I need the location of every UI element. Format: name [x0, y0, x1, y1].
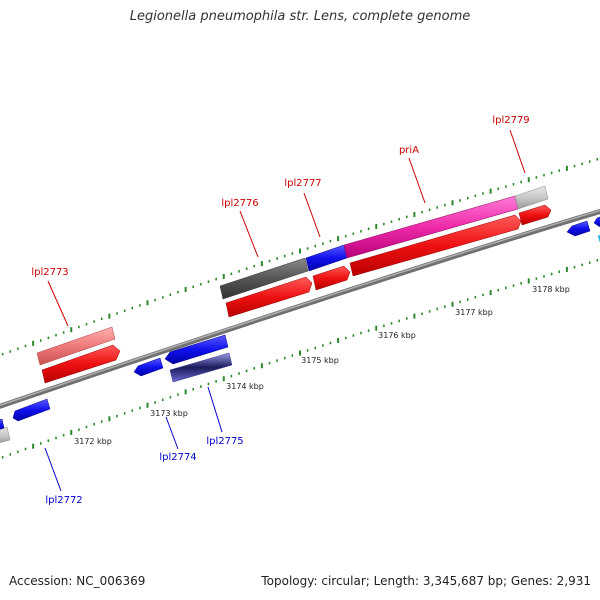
gene-label-lpl2775[interactable]: lpl2775: [206, 436, 243, 447]
gene-lpl2773-feature[interactable]: [36, 326, 116, 366]
gene-lpl2775-feature[interactable]: [169, 352, 233, 383]
gene-lpl2779-cds[interactable]: [518, 204, 552, 226]
gene-lpl2775-cds[interactable]: [164, 334, 229, 365]
gene-label-lpl2776[interactable]: lpl2776: [221, 198, 258, 209]
gene-lpl2773-cds[interactable]: [41, 344, 121, 384]
gene-callout-lines: [44, 129, 526, 492]
gene-lpl2772-cds[interactable]: [12, 398, 51, 422]
gene-lpl2774-cds[interactable]: [133, 357, 164, 377]
gene-lpl2771-partial[interactable]: [0, 426, 11, 444]
gene-label-priA[interactable]: priA: [399, 145, 419, 156]
genome-backbone: [0, 208, 600, 409]
gene-label-lpl2772[interactable]: lpl2772: [45, 495, 82, 506]
scale-label-3177: 3177 kbp: [455, 308, 493, 317]
gc-tick-rows: [1, 158, 599, 459]
map-title: Legionella pneumophila str. Lens, comple…: [129, 9, 471, 24]
gene-lpl2777-cds[interactable]: [312, 265, 351, 291]
accession-text: Accession: NC_006369: [9, 574, 146, 588]
gene-label-lpl2773[interactable]: lpl2773: [31, 267, 68, 278]
gene-lpl2781-cds[interactable]: [593, 215, 600, 228]
gene-label-lpl2777[interactable]: lpl2777: [284, 178, 321, 189]
gene-lpl2771-partial-cds[interactable]: [0, 418, 5, 431]
gene-lpl2776-cds[interactable]: [225, 276, 313, 318]
gene-priA-cds[interactable]: [349, 214, 522, 277]
genome-backbone-highlight: [0, 209, 600, 407]
gene-lpl2779-feature[interactable]: [514, 185, 549, 210]
scale-label-3175: 3175 kbp: [301, 356, 339, 365]
scale-label-3178: 3178 kbp: [532, 285, 570, 294]
scale-labels: 3172 kbp 3173 kbp 3174 kbp 3175 kbp 3176…: [74, 285, 570, 446]
gene-label-lpl2774[interactable]: lpl2774: [159, 452, 196, 463]
forward-strand-features: [36, 185, 552, 384]
scale-label-3176: 3176 kbp: [378, 331, 416, 340]
gene-lpl2776-feature[interactable]: [219, 257, 309, 300]
scale-label-3174: 3174 kbp: [226, 382, 264, 391]
gene-lpl2780-cds[interactable]: [566, 220, 591, 237]
gene-labels: lpl2773 lpl2776 lpl2777 priA lpl2779 lpl…: [31, 115, 529, 506]
scale-label-3173: 3173 kbp: [150, 409, 188, 418]
genome-stats-text: Topology: circular; Length: 3,345,687 bp…: [261, 574, 591, 588]
scale-label-3172: 3172 kbp: [74, 437, 112, 446]
gene-label-lpl2779[interactable]: lpl2779: [492, 115, 529, 126]
reverse-strand-features: [0, 215, 600, 444]
